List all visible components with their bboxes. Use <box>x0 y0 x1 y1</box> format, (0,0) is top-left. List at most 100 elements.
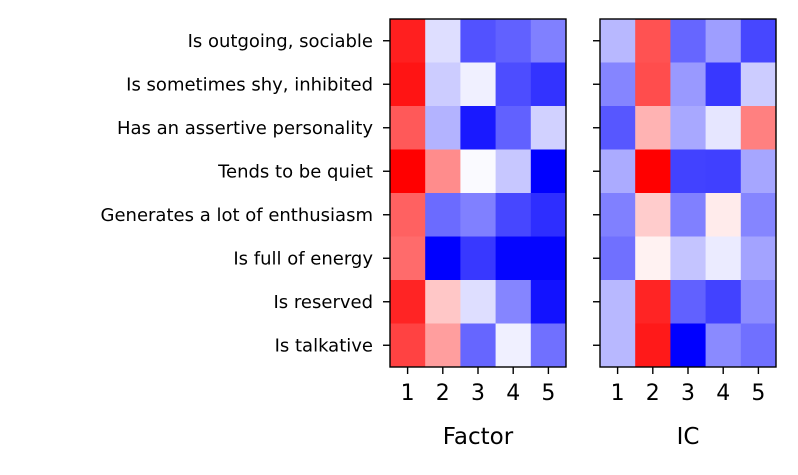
heatmap-cell <box>495 323 532 368</box>
row-label: Tends to be quiet <box>217 161 373 182</box>
heatmap-cell <box>495 62 532 107</box>
heatmap-cell <box>425 62 461 107</box>
row-label: Is outgoing, sociable <box>188 31 373 52</box>
heatmap-cell <box>740 19 777 63</box>
row-label: Has an assertive personality <box>117 118 373 139</box>
heatmap-cell <box>390 280 426 324</box>
heatmap-cell <box>495 193 532 237</box>
heatmap-cell <box>530 62 567 107</box>
heatmap-cell <box>425 236 461 281</box>
heatmap-cell <box>390 323 426 368</box>
x-tick-label: 4 <box>716 381 730 406</box>
heatmap-cell <box>600 149 636 194</box>
heatmap-cell <box>740 149 777 194</box>
heatmap-cell <box>740 280 777 324</box>
x-tick-label: 1 <box>611 381 625 406</box>
heatmap-cell <box>425 19 461 63</box>
heatmap-cell <box>670 19 707 63</box>
heatmap-cell <box>740 323 777 368</box>
heatmap-cell <box>530 193 567 237</box>
heatmap-cell <box>390 236 426 281</box>
heatmap-cell <box>425 323 461 368</box>
heatmap-cell <box>705 193 742 237</box>
heatmap-cell <box>425 149 461 194</box>
heatmap-cell <box>390 19 426 63</box>
heatmap-cell <box>530 149 567 194</box>
heatmap-cell <box>425 280 461 324</box>
heatmap-cell <box>530 106 567 150</box>
row-label: Is sometimes shy, inhibited <box>126 74 373 95</box>
heatmap-cell <box>495 149 532 194</box>
heatmap-cell <box>670 193 707 237</box>
heatmap-cell <box>425 106 461 150</box>
heatmap-cell <box>460 19 497 63</box>
heatmap-cell <box>390 149 426 194</box>
heatmap-cell <box>635 149 671 194</box>
heatmap-cell <box>635 106 671 150</box>
x-tick-label: 1 <box>401 381 415 406</box>
heatmap-cell <box>705 106 742 150</box>
heatmap-cell <box>705 236 742 281</box>
heatmap-cell <box>600 193 636 237</box>
heatmap-cell <box>495 280 532 324</box>
heatmap-cell <box>460 323 497 368</box>
x-axis-title: IC <box>677 424 700 450</box>
heatmap-cell <box>740 62 777 107</box>
heatmap-cell <box>670 106 707 150</box>
heatmap-cell <box>705 280 742 324</box>
heatmap-cell <box>495 236 532 281</box>
row-label: Is reserved <box>274 292 374 313</box>
x-tick-label: 3 <box>681 381 695 406</box>
x-tick-label: 4 <box>506 381 520 406</box>
row-label: Is talkative <box>275 335 373 356</box>
heatmap-cell <box>705 323 742 368</box>
heatmap-cell <box>425 193 461 237</box>
x-tick-label: 5 <box>541 381 555 406</box>
heatmap-cell <box>635 193 671 237</box>
heatmap-cell <box>530 19 567 63</box>
heatmap-cell <box>390 106 426 150</box>
x-tick-label: 5 <box>751 381 765 406</box>
heatmap-cell <box>600 323 636 368</box>
row-label: Is full of energy <box>233 248 373 269</box>
heatmap-cell <box>635 323 671 368</box>
heatmap-cell <box>740 106 777 150</box>
heatmap-cell <box>740 236 777 281</box>
heatmap-cell <box>390 62 426 107</box>
heatmap-cell <box>705 19 742 63</box>
heatmap-cell <box>670 62 707 107</box>
heatmap-cell <box>530 323 567 368</box>
heatmap-cell <box>635 62 671 107</box>
heatmap-cell <box>670 236 707 281</box>
row-label: Generates a lot of enthusiasm <box>101 205 373 226</box>
heatmap-cell <box>460 62 497 107</box>
heatmap-cell <box>600 280 636 324</box>
heatmap-cell <box>670 280 707 324</box>
heatmap-cell <box>460 280 497 324</box>
x-tick-label: 3 <box>471 381 485 406</box>
heatmap-cell <box>495 106 532 150</box>
heatmap-cell <box>460 236 497 281</box>
heatmap-cell <box>460 106 497 150</box>
heatmap-cell <box>740 193 777 237</box>
x-axis-title: Factor <box>443 424 514 450</box>
heatmap-cell <box>670 323 707 368</box>
heatmap-cell <box>705 62 742 107</box>
heatmap-cell <box>635 280 671 324</box>
heatmap-cell <box>495 19 532 63</box>
x-tick-label: 2 <box>646 381 660 406</box>
heatmap-cell <box>635 236 671 281</box>
heatmap-cell <box>390 193 426 237</box>
heatmap-cell <box>460 193 497 237</box>
heatmap-cell <box>600 62 636 107</box>
heatmap-cell <box>460 149 497 194</box>
heatmap-cell <box>530 236 567 281</box>
x-tick-label: 2 <box>436 381 450 406</box>
factor-heatmap-panel: 1 2 3 4 5 Is outgoing, sociable Is sometimes s… <box>101 18 567 450</box>
ic-heatmap-panel: 1 2 3 4 5 IC <box>593 18 777 450</box>
heatmap-cell <box>705 149 742 194</box>
heatmap-cell <box>530 280 567 324</box>
heatmap-cell <box>600 236 636 281</box>
